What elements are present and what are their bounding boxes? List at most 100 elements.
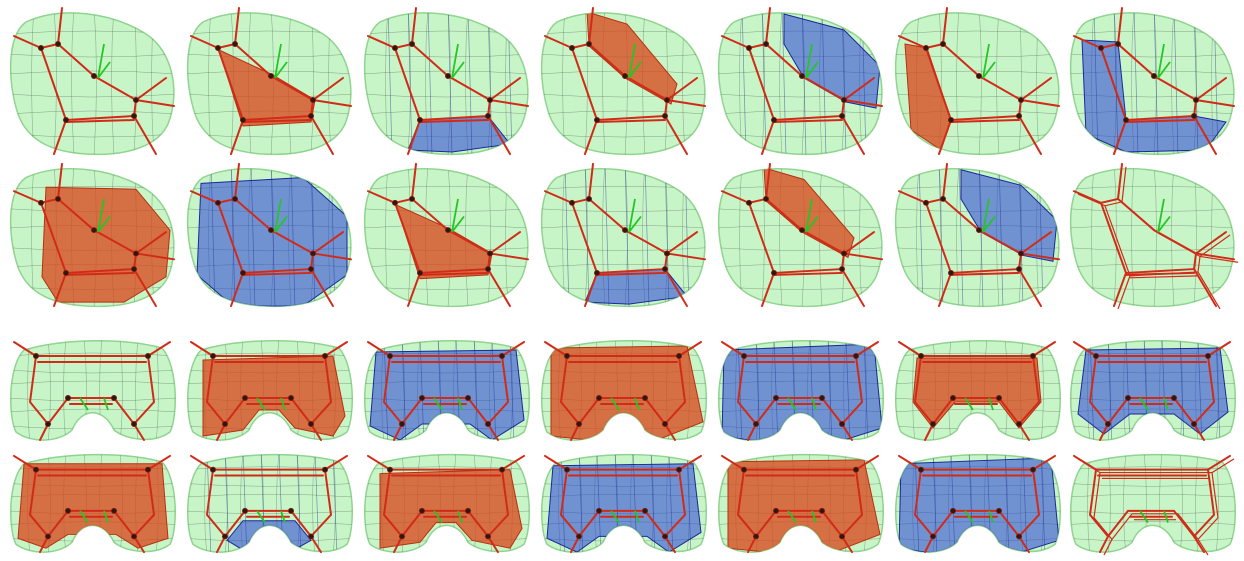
axis-line [274,198,288,233]
singular-node [1029,466,1036,473]
singular-node [131,421,138,428]
singular-node [740,352,747,359]
hex-mesh-grid [1070,168,1234,307]
highlighted-region-blue [546,463,702,553]
singular-node [1151,73,1158,80]
singular-node [930,533,937,540]
skeleton-curves [721,162,883,308]
skeleton-curves [190,7,352,155]
skeleton-curves [367,341,525,441]
singular-node [740,466,747,473]
mesh-illustration [540,7,706,156]
skeleton-curves [13,454,171,554]
singular-node [940,196,947,202]
axis-line [982,198,996,233]
singular-node [923,45,930,52]
axis-line [97,43,111,79]
singular-node [1191,113,1198,120]
skeleton-curves [367,454,525,554]
singular-node [1018,97,1025,104]
decomposition-panel [714,4,886,156]
decomposition-panel [360,336,532,446]
singular-node [32,466,39,473]
singular-node [321,352,328,359]
region-sheet-lines [387,12,513,155]
singular-node [409,196,416,202]
singular-node [45,533,52,540]
singular-node [133,97,140,104]
axis-line [433,510,463,524]
axis-line [451,198,465,233]
singular-node [819,395,826,402]
singular-node [1016,113,1023,120]
singular-node [399,421,406,428]
skeleton-curves [898,454,1056,554]
singular-node [268,227,275,234]
singular-node [662,421,669,428]
skeleton-curves [13,341,171,441]
singular-node [622,227,629,234]
axis-line [451,43,465,79]
singular-node [232,196,239,202]
singular-node [799,227,806,234]
singular-node [240,117,247,124]
singular-node [1018,250,1025,257]
decomposition-panel [360,450,532,558]
decomposition-panel [891,336,1063,446]
mesh-illustration [894,7,1060,156]
singular-node [131,533,138,540]
singular-node [485,113,492,120]
singular-node [215,199,222,206]
singular-node [586,41,593,48]
singular-node [419,395,426,402]
highlighted-region-blue [1081,39,1227,153]
singular-node [664,250,671,257]
singular-node [675,466,682,473]
skeleton-curves [544,7,706,155]
singular-node [222,533,229,540]
highlighted-region-red [395,203,493,280]
decomposition-panel [6,160,178,308]
highlighted-region-blue [369,349,525,441]
mesh-illustration [1069,162,1239,310]
singular-node [55,41,62,48]
mesh-illustration [1069,7,1235,156]
hex-mesh-grid [10,340,176,441]
axis-line [97,198,111,233]
decomposition-panel [537,450,709,558]
axis-line [433,397,463,411]
singular-node [753,533,760,540]
singular-node [576,421,583,428]
singular-node [596,395,603,402]
decomposition-panel [1066,4,1238,156]
singular-node [465,507,472,514]
singular-node [65,395,72,402]
singular-node [1123,117,1130,124]
singular-node [485,266,492,272]
singular-node [445,227,452,234]
decomposition-panel [183,4,355,156]
skeleton-curves [1073,454,1235,556]
singular-node [1016,421,1023,428]
decomposition-panel [891,160,1063,308]
singular-node [852,352,859,359]
singular-node [771,117,778,124]
singular-node [1171,395,1178,402]
axis-line [79,397,109,411]
singular-node [65,507,72,514]
singular-node [662,533,669,540]
singular-node [268,73,275,80]
singular-node [746,45,753,52]
mesh-illustration [541,340,707,441]
skeleton-curves [1073,162,1239,310]
axis-line [982,43,996,79]
singular-node [1016,533,1023,540]
singular-node [321,466,328,473]
region-sheet-lines [918,168,1044,307]
decomposition-panel [537,160,709,308]
decomposition-panel [1066,160,1239,310]
skeleton-curves [721,341,879,441]
singular-node [498,466,505,473]
singular-node [232,41,239,48]
singular-node [594,117,601,124]
